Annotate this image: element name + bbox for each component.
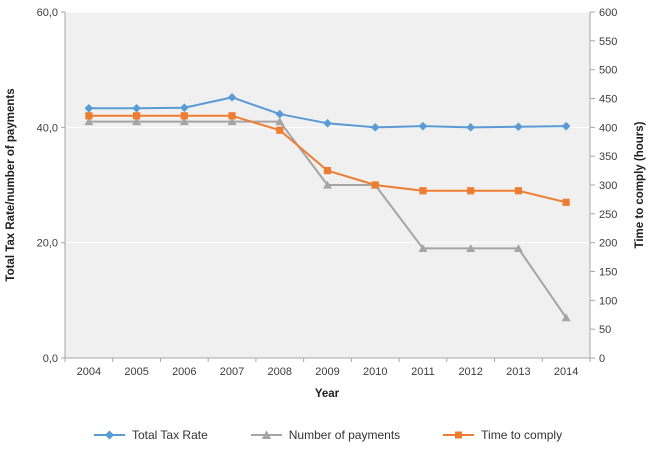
right-axis-tick-label: 200 xyxy=(599,238,617,250)
marker-diamond xyxy=(84,104,94,113)
x-axis-title: Year xyxy=(315,388,340,400)
marker-diamond xyxy=(561,121,571,131)
marker-triangle xyxy=(84,117,94,126)
marker-square xyxy=(276,126,284,134)
right-axis-tick-label: 250 xyxy=(599,209,617,221)
x-axis-category-label: 2008 xyxy=(268,366,292,378)
legend-entry-number-of-payments: Number of payments xyxy=(250,428,400,442)
marker-triangle xyxy=(418,244,428,253)
x-axis-category-label: 2004 xyxy=(77,366,101,378)
axes xyxy=(61,11,595,362)
legend-square-marker-icon xyxy=(443,431,475,439)
legend-label-time-to-comply: Time to comply xyxy=(481,428,563,442)
series-total-tax-rate xyxy=(84,93,571,132)
left-axis-tick-label: 40,0 xyxy=(37,122,58,134)
legend-diamond-shape xyxy=(104,430,114,440)
marker-diamond xyxy=(514,122,523,132)
right-axis-tick-label: 400 xyxy=(599,122,617,134)
marker-triangle xyxy=(227,117,237,126)
tick-labels: 0,0 20,0 40,0 60,0 0 50 100 150 200 250 300 350 400 4… xyxy=(37,7,618,378)
right-axis-tick-label: 150 xyxy=(599,267,617,279)
right-axis-tick-label: 450 xyxy=(599,94,617,106)
x-axis-category-label: 2007 xyxy=(220,366,244,378)
marker-triangle xyxy=(513,244,523,253)
left-axis-tick-label: 20,0 xyxy=(37,238,58,250)
marker-diamond xyxy=(323,118,332,128)
x-axis-category-label: 2009 xyxy=(315,366,339,378)
marker-diamond xyxy=(418,121,428,131)
left-axis-tick-label: 60,0 xyxy=(37,7,58,19)
right-axis-tick-label: 600 xyxy=(599,7,617,19)
marker-diamond xyxy=(132,104,141,113)
marker-diamond xyxy=(275,109,285,119)
x-axis-category-label: 2011 xyxy=(411,366,435,378)
marker-diamond xyxy=(370,123,380,132)
legend-diamond-marker-icon xyxy=(93,430,125,440)
legend-label-total-tax-rate: Total Tax Rate xyxy=(131,428,208,442)
x-axis-category-label: 2012 xyxy=(458,366,482,378)
marker-square xyxy=(132,112,141,120)
plot-layer: 0,0 20,0 40,0 60,0 0 50 100 150 200 250 300 350 400 4… xyxy=(37,7,618,378)
marker-square xyxy=(228,112,236,120)
marker-square xyxy=(562,198,570,206)
legend-triangle-marker-icon xyxy=(250,430,282,439)
marker-diamond xyxy=(466,123,475,132)
right-axis-tick-label: 300 xyxy=(599,180,617,192)
right-axis-tick-label: 500 xyxy=(599,65,617,77)
marker-square xyxy=(371,181,379,189)
marker-triangle xyxy=(275,117,285,126)
right-axis-tick-label: 0 xyxy=(599,353,605,365)
legend-triangle-shape xyxy=(261,430,271,439)
x-axis-category-label: 2006 xyxy=(172,366,196,378)
x-axis-category-label: 2010 xyxy=(363,366,387,378)
marker-diamond xyxy=(227,93,237,102)
legend-entry-total-tax-rate: Total Tax Rate xyxy=(93,428,208,442)
right-axis-tick-label: 100 xyxy=(599,295,617,307)
marker-triangle xyxy=(323,180,332,189)
marker-square xyxy=(467,187,475,195)
left-axis-tick-label: 0,0 xyxy=(43,353,58,365)
marker-square xyxy=(180,112,188,120)
x-axis-category-label: 2013 xyxy=(506,366,530,378)
marker-triangle xyxy=(466,244,476,253)
marker-triangle xyxy=(179,117,189,126)
chart-legend: Total Tax Rate Number of payments Time t… xyxy=(0,418,655,452)
right-axis-title: Time to comply (hours) xyxy=(634,121,646,248)
legend-label-number-of-payments: Number of payments xyxy=(288,428,401,442)
series-time-to-comply xyxy=(85,112,570,206)
left-axis-title: Total Tax Rate/number of payments xyxy=(5,88,17,281)
marker-square xyxy=(323,166,332,175)
marker-square xyxy=(419,187,427,195)
right-axis-tick-label: 550 xyxy=(599,36,617,48)
legend-entry-time-to-comply: Time to comply xyxy=(442,428,562,442)
x-axis-category-label: 2005 xyxy=(124,366,148,378)
marker-triangle xyxy=(132,117,142,126)
x-axis-category-label: 2014 xyxy=(554,366,578,378)
marker-square xyxy=(514,187,523,195)
chart-canvas: 0,0 20,0 40,0 60,0 0 50 100 150 200 250 300 350 400 4… xyxy=(5,7,646,400)
legend-square-shape xyxy=(455,431,463,439)
marker-triangle xyxy=(561,313,571,322)
marker-square xyxy=(85,112,93,120)
right-axis-tick-label: 50 xyxy=(599,324,611,336)
right-axis-tick-label: 350 xyxy=(599,151,617,163)
marker-diamond xyxy=(180,103,189,113)
